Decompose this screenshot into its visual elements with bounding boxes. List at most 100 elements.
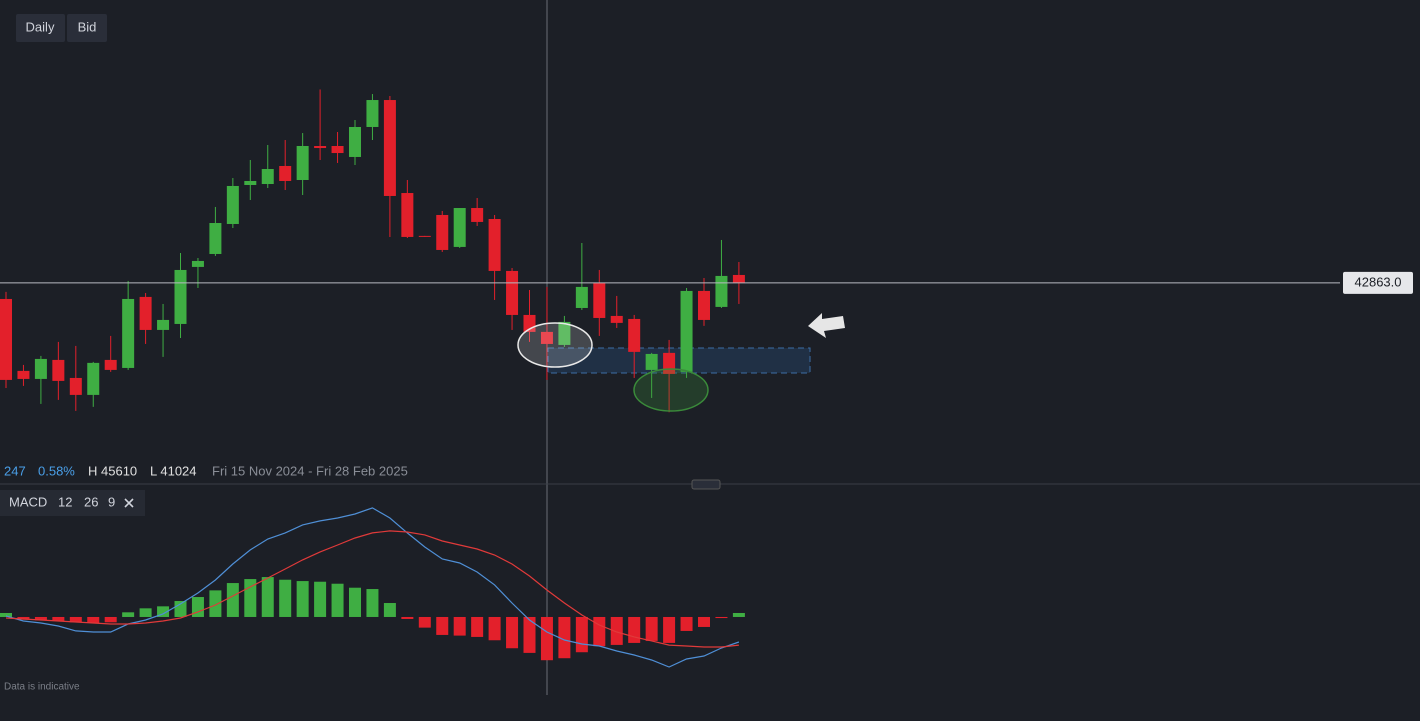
x-axis <box>0 695 1420 721</box>
candle-body <box>279 165 292 181</box>
candle-body <box>314 145 327 149</box>
candle-body <box>34 358 47 379</box>
histogram-bar <box>366 589 379 617</box>
histogram-bar <box>314 581 327 617</box>
price-label: 42863.0 <box>1355 274 1402 289</box>
histogram-bar <box>34 616 47 621</box>
close-icon[interactable] <box>124 498 134 508</box>
histogram-bar <box>17 616 30 620</box>
candle-body <box>488 218 501 271</box>
histogram-bar <box>628 616 641 643</box>
highlight-ellipse <box>517 322 593 368</box>
histogram-bar <box>401 616 414 619</box>
candle-body <box>732 274 745 283</box>
histogram-bar <box>610 616 623 645</box>
candle-body <box>610 315 623 323</box>
histogram-bar <box>488 616 501 641</box>
candle-body <box>17 370 30 379</box>
histogram-bar <box>244 579 257 617</box>
candle-body <box>645 353 658 370</box>
daily-button[interactable] <box>16 14 65 42</box>
button-label[interactable]: Bid <box>78 19 97 34</box>
histogram-bar <box>279 579 292 617</box>
arrow <box>808 313 845 338</box>
candle-body <box>157 319 170 330</box>
candle-body <box>558 321 571 345</box>
histogram-bar <box>663 616 676 643</box>
info-change-pct: 0.58% <box>38 463 75 478</box>
indicator-param: 12 <box>58 494 72 509</box>
candle-body <box>698 290 710 320</box>
histogram-bar <box>715 616 728 619</box>
candle-body <box>680 290 693 372</box>
histogram-bar <box>349 587 361 617</box>
indicator-label-box <box>0 490 145 516</box>
histogram-bar <box>0 612 12 617</box>
info-high: H 45610 <box>88 463 137 478</box>
candle-body <box>471 208 484 222</box>
histogram-bar <box>575 616 588 653</box>
candle-body <box>453 208 466 247</box>
indicator-title: MACD <box>9 494 47 509</box>
candle-body <box>540 331 553 344</box>
macd-line <box>5 530 739 648</box>
histogram-bar <box>122 612 135 617</box>
candle-body <box>296 145 309 180</box>
candle-body <box>383 100 396 196</box>
histogram-bar <box>226 583 239 617</box>
candle-body <box>418 235 431 237</box>
candle-body <box>69 377 82 395</box>
candle-body <box>331 145 344 154</box>
histogram-bar <box>506 616 519 649</box>
candle-body <box>191 260 204 267</box>
candle-body <box>104 359 117 370</box>
histogram-bar <box>418 616 431 628</box>
candle-body <box>174 269 187 324</box>
histogram-bar <box>52 616 65 621</box>
axes: 42863.0 <box>1343 271 1413 294</box>
candle-body <box>593 282 606 318</box>
pane-handle[interactable] <box>691 479 721 490</box>
marks <box>0 89 1340 668</box>
histogram-bar <box>104 616 117 623</box>
candle-body <box>349 126 361 157</box>
candle-body <box>244 180 257 185</box>
histogram-bar <box>453 616 466 636</box>
candle-body <box>139 296 152 330</box>
histogram-bar <box>191 597 204 617</box>
histogram-bar <box>558 616 571 659</box>
candle-body <box>226 185 239 224</box>
footer-note: Data is indicative <box>4 682 80 693</box>
candle-body <box>366 100 379 127</box>
candle-body <box>401 193 414 237</box>
candle-body <box>0 298 12 380</box>
histogram-bar <box>87 616 100 623</box>
candle-body <box>628 318 641 352</box>
candle-body <box>52 359 65 381</box>
button-label[interactable]: Daily <box>26 19 55 34</box>
highlight-ellipse <box>633 368 709 412</box>
candle-body <box>209 223 222 254</box>
indicator-param: 26 <box>84 494 98 509</box>
candle-body <box>87 362 100 395</box>
info-change: 247 <box>4 463 26 478</box>
histogram-bar <box>471 616 484 637</box>
histogram-bar <box>383 603 396 617</box>
candle-body <box>575 286 588 308</box>
histogram-bar <box>139 608 152 617</box>
bid-button[interactable] <box>67 14 107 42</box>
candle-body <box>715 275 728 307</box>
histogram-bar <box>593 616 606 647</box>
histogram-bar <box>436 616 449 635</box>
histogram-bar <box>157 606 170 617</box>
histogram-bar <box>261 577 274 617</box>
info-low: L 41024 <box>150 463 197 478</box>
candle-body <box>506 270 519 315</box>
histogram-bar <box>331 583 344 617</box>
histogram-bar <box>296 581 309 617</box>
histogram-bar <box>209 590 222 617</box>
indicator-param: 9 <box>108 494 115 509</box>
histogram-bar <box>698 616 710 627</box>
